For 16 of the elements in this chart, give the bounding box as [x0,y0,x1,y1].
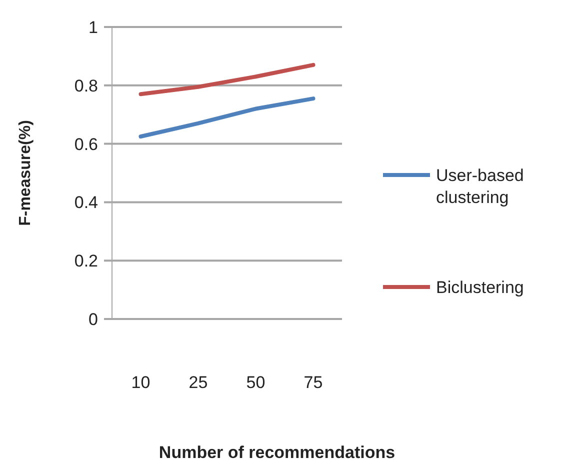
y-tick-label: 0 [88,310,98,329]
line-series [138,96,316,138]
x-tick-label: 75 [304,373,323,392]
legend-label: User-based clustering [436,166,524,208]
legend-label: Biclustering [436,278,524,297]
y-tick-label: 1 [88,18,98,37]
x-tick-label: 50 [246,373,266,392]
y-axis-title: F-measure(%) [17,120,34,226]
line-series [138,62,316,96]
x-axis-title: Number of recommendations [158,443,396,462]
x-tick-label: 25 [188,373,208,392]
x-tick-label: 10 [131,373,150,392]
y-tick-label: 0.6 [74,134,98,154]
y-tick-label: 0.2 [74,252,98,271]
y-tick-label: 0.8 [74,76,98,96]
y-tick-label: 0.4 [74,193,98,212]
